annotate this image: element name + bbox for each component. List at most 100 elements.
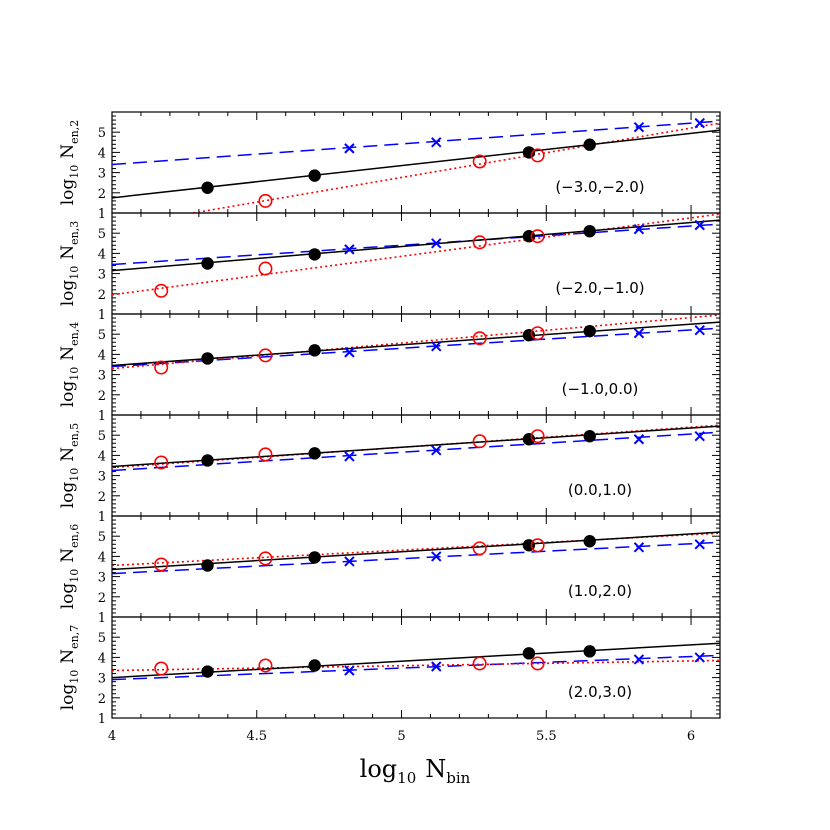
cross-point: [344, 347, 355, 358]
filled-point: [201, 454, 214, 467]
x-label-var: N: [425, 755, 446, 783]
y-axis-label: log10 Nen,2: [58, 120, 81, 206]
y-label-varsub: en,6: [68, 524, 81, 548]
filled-point: [201, 181, 214, 194]
filled-point: [308, 248, 321, 261]
x-tick-label: 4: [108, 729, 116, 744]
cross-fit-line: [112, 223, 720, 266]
y-tick-label: 2: [98, 187, 106, 202]
cross-stroke: [633, 434, 645, 445]
cross-fit-line: [112, 431, 720, 472]
y-tick-label: 1: [98, 409, 106, 424]
cross-stroke: [633, 654, 645, 665]
x-label-varsub: bin: [446, 769, 470, 787]
cross-point: [633, 327, 645, 339]
open-point: [530, 148, 545, 163]
range-label: (1.0,2.0): [568, 582, 632, 600]
open-fit-line: [192, 122, 720, 213]
y-tick-label: 1: [98, 308, 106, 323]
panels: 12345log10Nen,2(−3.0,−2.0)12345log10Nen,…: [58, 111, 721, 727]
cross-point: [694, 117, 705, 129]
y-label-varsub: en,2: [68, 120, 81, 144]
filled-point: [308, 659, 321, 672]
cross-point: [694, 652, 705, 663]
y-label-varsub: en,5: [68, 423, 81, 447]
y-tick-label: 2: [98, 490, 106, 505]
panel-plot-area: [112, 642, 720, 681]
cross-stroke: [431, 238, 442, 249]
panel-3: 1 2 3 4 5 log10 Nen,4 (−1.0,0.0): [58, 313, 721, 424]
y-label-base: log: [58, 583, 78, 610]
cross-stroke: [694, 219, 705, 231]
y-tick-label: 3: [98, 268, 106, 283]
y-tick-label: 3: [98, 167, 106, 182]
y-label-var: N: [58, 649, 78, 664]
cross-stroke: [633, 121, 645, 133]
y-tick-label: 4: [98, 247, 106, 262]
cross-stroke: [344, 556, 355, 567]
filled-point: [583, 535, 596, 548]
y-tick-label: 1: [98, 510, 106, 525]
y-label-var: N: [58, 144, 78, 159]
cross-point: [431, 661, 442, 672]
range-label: (−3.0,−2.0): [555, 178, 644, 196]
cross-point: [694, 324, 705, 336]
open-point: [154, 557, 169, 572]
cross-fit-line: [112, 327, 720, 368]
filled-point: [308, 447, 321, 460]
x-tick-label: 6: [687, 729, 695, 744]
filled-point: [308, 169, 321, 182]
y-label-sub: 10: [68, 367, 81, 381]
cross-point: [694, 431, 705, 442]
filled-point: [201, 559, 214, 572]
y-axis-label: log10 Nen,4: [58, 322, 81, 408]
cross-point: [344, 143, 355, 154]
cross-fit-line: [112, 654, 720, 681]
y-tick-label: 4: [98, 550, 106, 565]
y-tick-label: 5: [98, 530, 106, 545]
y-tick-label: 4: [98, 348, 106, 363]
open-point: [258, 348, 273, 363]
open-point: [154, 455, 169, 470]
cross-point: [694, 219, 705, 231]
panel-plot-area: [112, 213, 720, 298]
cross-fit-line: [112, 541, 720, 575]
cross-stroke: [431, 445, 442, 456]
panel-4: 1 2 3 4 5 log10 Nen,5 (0.0,1.0): [58, 414, 721, 525]
open-point: [472, 331, 487, 346]
range-label: (2.0,3.0): [568, 683, 632, 701]
y-tick-label: 4: [98, 449, 106, 464]
y-tick-label: 5: [98, 227, 106, 242]
filled-point: [522, 146, 536, 159]
cross-point: [633, 223, 645, 235]
cross-stroke: [694, 539, 705, 550]
cross-stroke: [344, 347, 355, 358]
cross-stroke: [344, 143, 355, 154]
filled-point: [522, 329, 536, 342]
filled-point: [583, 324, 596, 338]
cross-point: [633, 542, 645, 553]
range-label: (0.0,1.0): [568, 481, 632, 499]
open-point: [258, 551, 273, 566]
open-fit-line: [112, 213, 720, 296]
y-label-varsub: en,4: [68, 322, 81, 346]
cross-point: [633, 434, 645, 445]
x-label-sub: 10: [397, 769, 416, 787]
y-label-base: log: [58, 179, 78, 206]
y-label-var: N: [58, 447, 78, 462]
x-tick-label: 5.5: [536, 729, 557, 744]
cross-stroke: [344, 244, 355, 255]
y-label-varsub: en,3: [68, 221, 81, 245]
y-tick-label: 3: [98, 672, 106, 687]
open-point: [530, 229, 545, 244]
cross-stroke: [633, 327, 645, 339]
y-tick-label: 3: [98, 369, 106, 384]
filled-point: [522, 433, 536, 446]
open-point: [530, 429, 545, 444]
y-axis-label: log10 Nen,7: [58, 625, 81, 711]
y-tick-label: 3: [98, 470, 106, 485]
x-tick-label: 5: [397, 729, 405, 744]
open-point: [472, 434, 487, 449]
cross-stroke: [344, 665, 355, 676]
